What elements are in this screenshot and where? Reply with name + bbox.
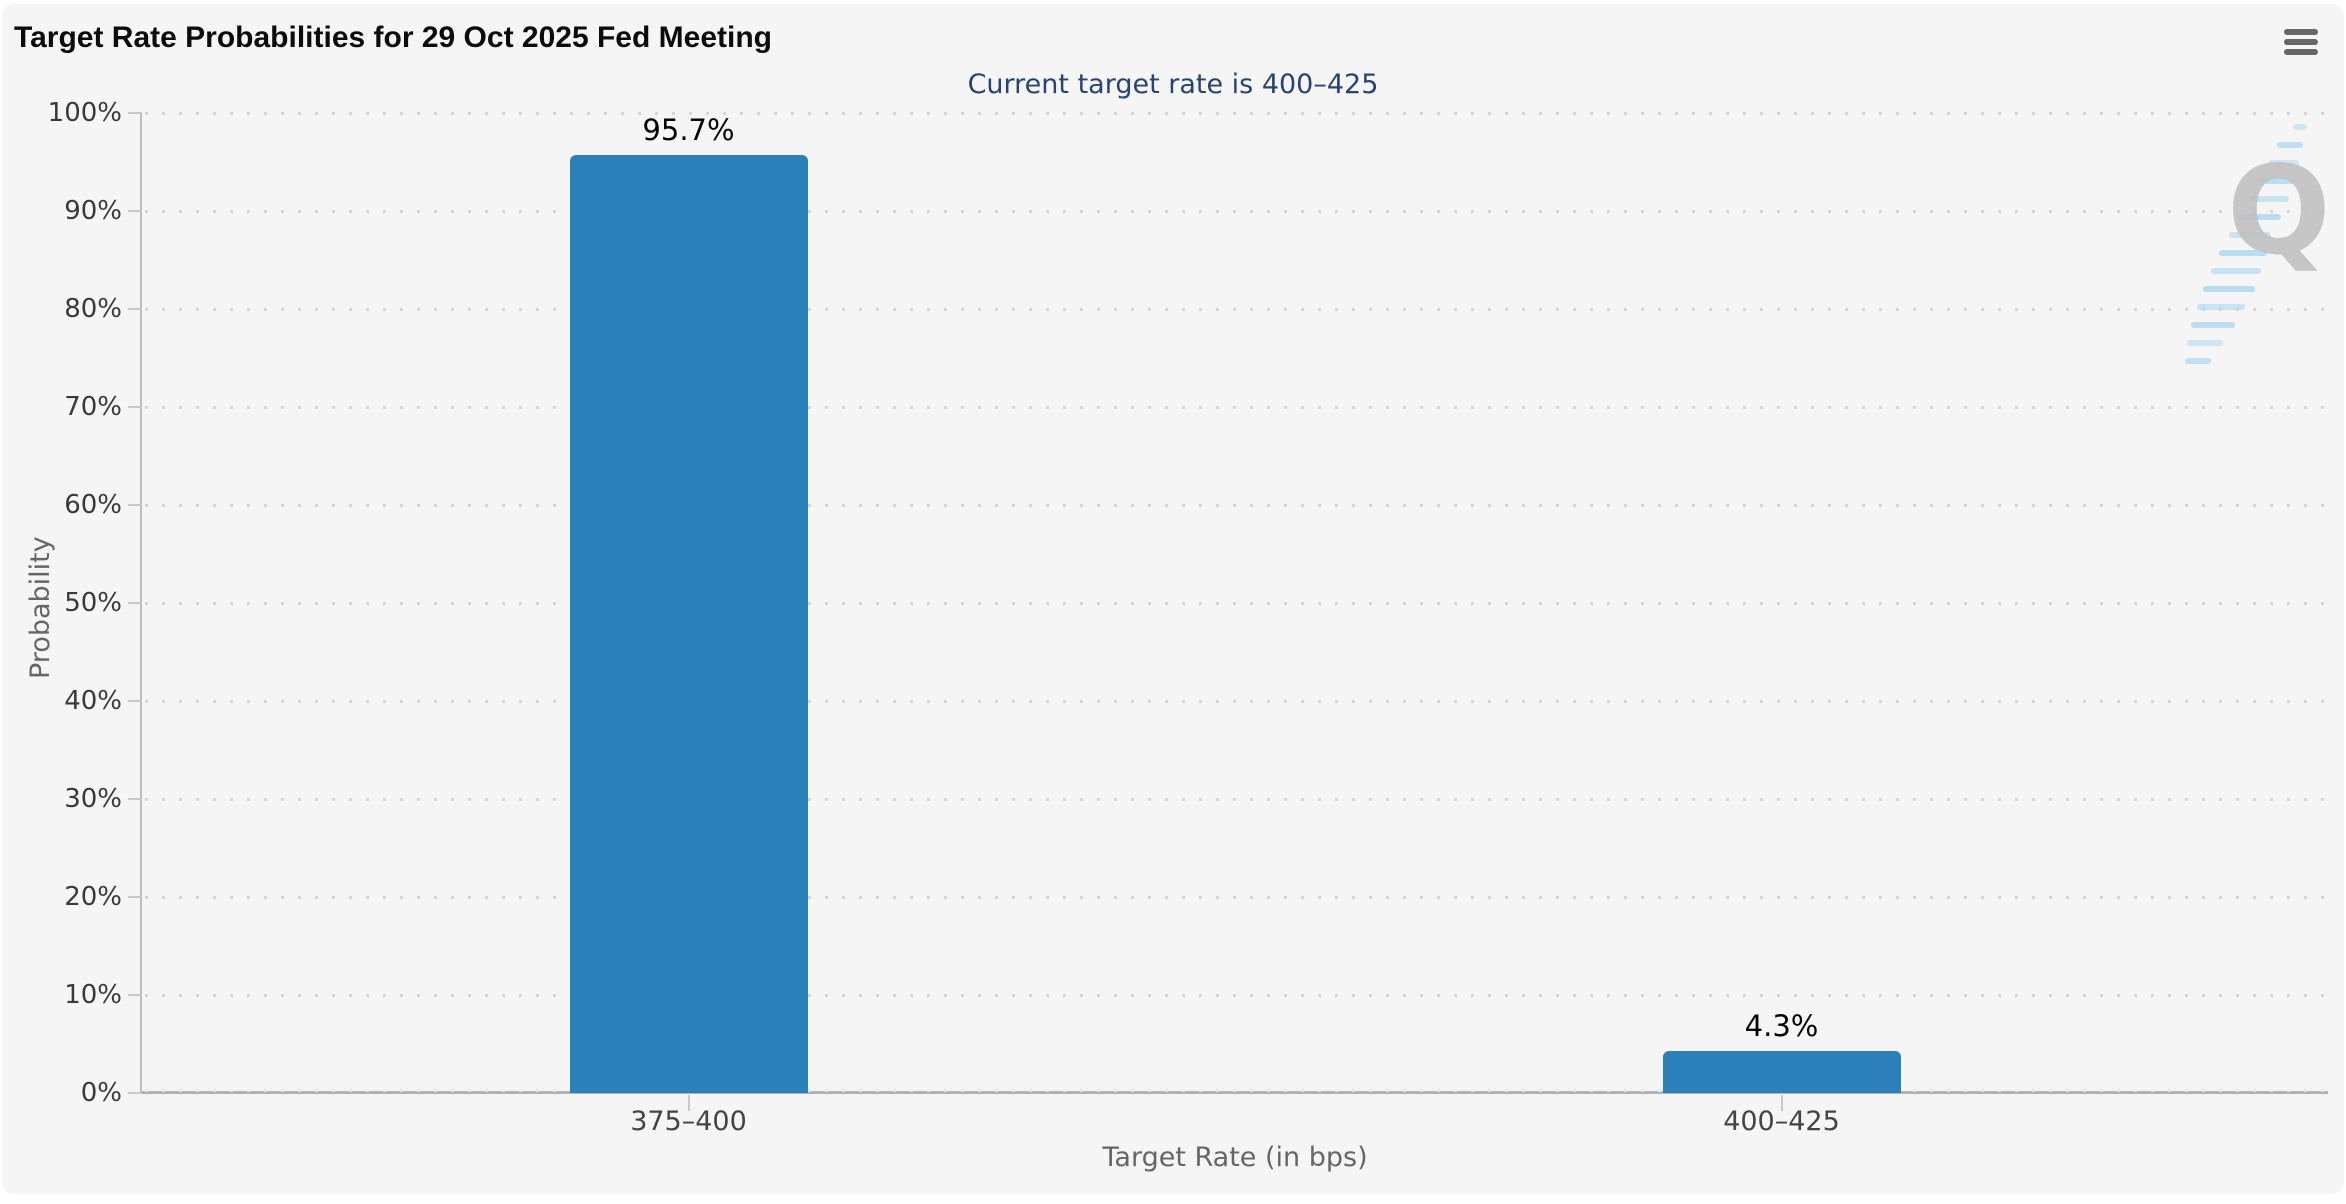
y-tick-label: 40% — [64, 686, 122, 716]
gridline-100% — [145, 112, 2328, 115]
chart-title: Target Rate Probabilities for 29 Oct 202… — [14, 21, 772, 54]
gridline-50% — [145, 602, 2328, 605]
watermark-letter: Q — [2227, 140, 2331, 282]
gridline-60% — [145, 504, 2328, 507]
x-tick-mark — [687, 1095, 690, 1111]
y-tick-mark — [128, 896, 142, 898]
y-tick-label: 90% — [64, 196, 122, 226]
hamburger-icon — [2282, 29, 2320, 55]
y-tick-label: 100% — [47, 98, 122, 128]
chart-bar-400–425[interactable] — [1662, 1050, 1901, 1093]
y-tick-label: 10% — [64, 980, 122, 1010]
gridline-90% — [145, 210, 2328, 213]
y-tick-mark — [128, 798, 142, 800]
y-tick-label: 70% — [64, 392, 122, 422]
y-tick-mark — [128, 994, 142, 996]
y-tick-mark — [128, 406, 142, 408]
y-axis-title: Probability — [25, 536, 56, 680]
gridline-30% — [145, 798, 2328, 801]
y-tick-label: 30% — [64, 784, 122, 814]
bar-value-label: 4.3% — [1744, 1008, 1819, 1043]
x-tick-mark — [1780, 1095, 1783, 1111]
y-tick-mark — [128, 1092, 142, 1094]
y-tick-mark — [128, 112, 142, 114]
y-tick-label: 80% — [64, 294, 122, 324]
y-tick-mark — [128, 210, 142, 212]
x-tick-label: 400–425 — [1723, 1106, 1840, 1137]
x-axis-title: Target Rate (in bps) — [1102, 1142, 1368, 1173]
chart-menu-button[interactable] — [2282, 24, 2320, 60]
y-tick-label: 50% — [64, 588, 122, 618]
gridline-0% — [145, 1089, 2328, 1092]
y-tick-mark — [128, 308, 142, 310]
y-tick-label: 60% — [64, 490, 122, 520]
y-tick-mark — [128, 602, 142, 604]
y-tick-mark — [128, 700, 142, 702]
quikstrike-q-logo-watermark: Q — [2185, 124, 2331, 364]
gridline-80% — [145, 308, 2328, 311]
y-tick-mark — [128, 504, 142, 506]
gridline-40% — [145, 700, 2328, 703]
chart-bar-375–400[interactable] — [569, 155, 808, 1093]
gridline-20% — [145, 896, 2328, 899]
x-axis-line — [142, 1091, 2328, 1094]
gridline-70% — [145, 406, 2328, 409]
watermark-dashes — [2185, 124, 2307, 364]
bar-value-label: 95.7% — [642, 113, 735, 148]
gridline-10% — [145, 994, 2328, 997]
x-tick-label: 375–400 — [630, 1106, 747, 1137]
y-tick-label: 20% — [64, 882, 122, 912]
y-tick-label: 0% — [80, 1078, 122, 1108]
chart-subtitle: Current target rate is 400–425 — [967, 69, 1379, 100]
